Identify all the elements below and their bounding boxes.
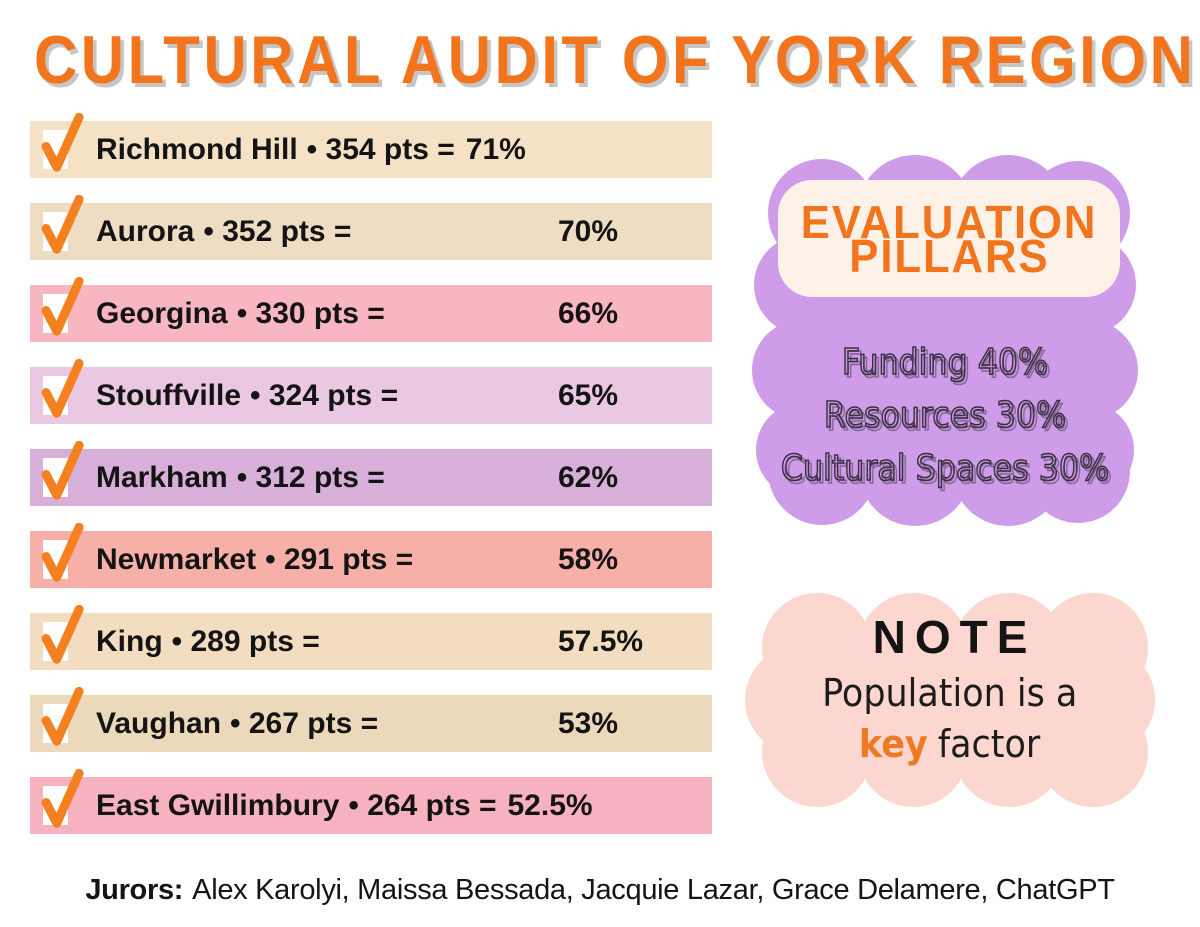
audit-row: King • 289 pts = 57.5% (30, 604, 712, 670)
note-line1: Population is a (822, 671, 1078, 715)
check-icon (41, 276, 84, 336)
jurors-names: Alex Karolyi, Maissa Bessada, Jacquie La… (192, 874, 1115, 906)
row-label: King • 289 pts = (96, 625, 320, 659)
note-line2: key factor (859, 719, 1040, 770)
row-percent: 53% (558, 706, 619, 740)
row-percent: 65% (558, 378, 619, 412)
points-detail: • 324 pts = (250, 378, 399, 412)
check-icon (41, 686, 84, 746)
scallop-blob-shape (745, 593, 1155, 807)
check-icon (41, 112, 84, 172)
row-percent: 57.5% (558, 624, 644, 658)
points-detail: • 330 pts = (236, 296, 385, 330)
check-icon (41, 358, 84, 418)
evaluation-heading-panel: EVALUATION PILLARS (778, 180, 1120, 297)
note-content: NOTE Population is a key factor (745, 590, 1155, 810)
municipality-name: Richmond Hill (96, 132, 298, 166)
row-label: Richmond Hill • 354 pts = (96, 133, 455, 167)
row-label: Markham • 312 pts = (96, 461, 385, 495)
jurors-line: Jurors: Alex Karolyi, Maissa Bessada, Jac… (0, 874, 1200, 907)
municipality-name: East Gwillimbury (96, 788, 340, 822)
audit-row: Richmond Hill • 354 pts = 71% (30, 112, 712, 178)
row-label: Aurora • 352 pts = (96, 215, 351, 249)
audit-row: Stouffville • 324 pts = 65% (30, 358, 712, 424)
pillar-cultural-spaces: Cultural Spaces 30% (780, 447, 1110, 490)
page-title: CULTURAL AUDIT OF YORK REGION (34, 22, 1197, 98)
points-detail: • 352 pts = (203, 214, 352, 248)
pillar-resources: Resources 30% (823, 394, 1067, 437)
check-icon (41, 604, 84, 664)
row-label: Georgina • 330 pts = (96, 297, 385, 331)
pillar-funding: Funding 40% (841, 341, 1049, 384)
municipality-name: Markham (96, 460, 228, 494)
check-icon (41, 522, 84, 582)
row-percent: 52.5% (507, 788, 593, 822)
evaluation-heading-line2: PILLARS (848, 229, 1050, 282)
audit-row: Georgina • 330 pts = 66% (30, 276, 712, 342)
check-icon (41, 768, 84, 828)
points-detail: • 289 pts = (171, 624, 320, 658)
municipality-name: Vaughan (96, 706, 222, 740)
row-label: Newmarket • 291 pts = (96, 543, 413, 577)
municipality-name: Newmarket (96, 542, 257, 576)
audit-row-list: Richmond Hill • 354 pts = 71% Aurora • 3… (30, 112, 712, 859)
row-label: Stouffville • 324 pts = (96, 379, 398, 413)
check-icon (41, 194, 84, 254)
row-percent: 71% (465, 132, 526, 166)
note-line2-rest: factor (938, 722, 1041, 766)
jurors-label: Jurors: (85, 874, 184, 906)
points-detail: • 267 pts = (230, 706, 379, 740)
audit-row: Markham • 312 pts = 62% (30, 440, 712, 506)
audit-row: East Gwillimbury • 264 pts = 52.5% (30, 768, 712, 834)
note-heading: NOTE (872, 611, 1037, 663)
points-detail: • 264 pts = (348, 788, 497, 822)
audit-row: Vaughan • 267 pts = 53% (30, 686, 712, 752)
points-detail: • 291 pts = (265, 542, 414, 576)
points-detail: • 354 pts = (306, 132, 455, 166)
pillar-list: Funding 40% Resources 30% Cultural Space… (752, 336, 1138, 495)
municipality-name: Stouffville (96, 378, 242, 412)
row-label: East Gwillimbury • 264 pts = (96, 789, 497, 823)
municipality-name: Georgina (96, 296, 228, 330)
row-percent: 62% (558, 460, 619, 494)
note-panel: NOTE Population is a key factor (745, 590, 1155, 810)
row-percent: 66% (558, 296, 619, 330)
note-key-word: key (859, 722, 929, 766)
points-detail: • 312 pts = (236, 460, 385, 494)
row-percent: 70% (558, 214, 619, 248)
row-percent: 58% (558, 542, 619, 576)
audit-row: Aurora • 352 pts = 70% (30, 194, 712, 260)
audit-row: Newmarket • 291 pts = 58% (30, 522, 712, 588)
check-icon (41, 440, 84, 500)
municipality-name: King (96, 624, 163, 658)
evaluation-pillars-panel: EVALUATION PILLARS Funding 40% Resources… (752, 155, 1138, 528)
municipality-name: Aurora (96, 214, 195, 248)
row-label: Vaughan • 267 pts = (96, 707, 378, 741)
evaluation-heading-line1: EVALUATION (800, 195, 1098, 248)
